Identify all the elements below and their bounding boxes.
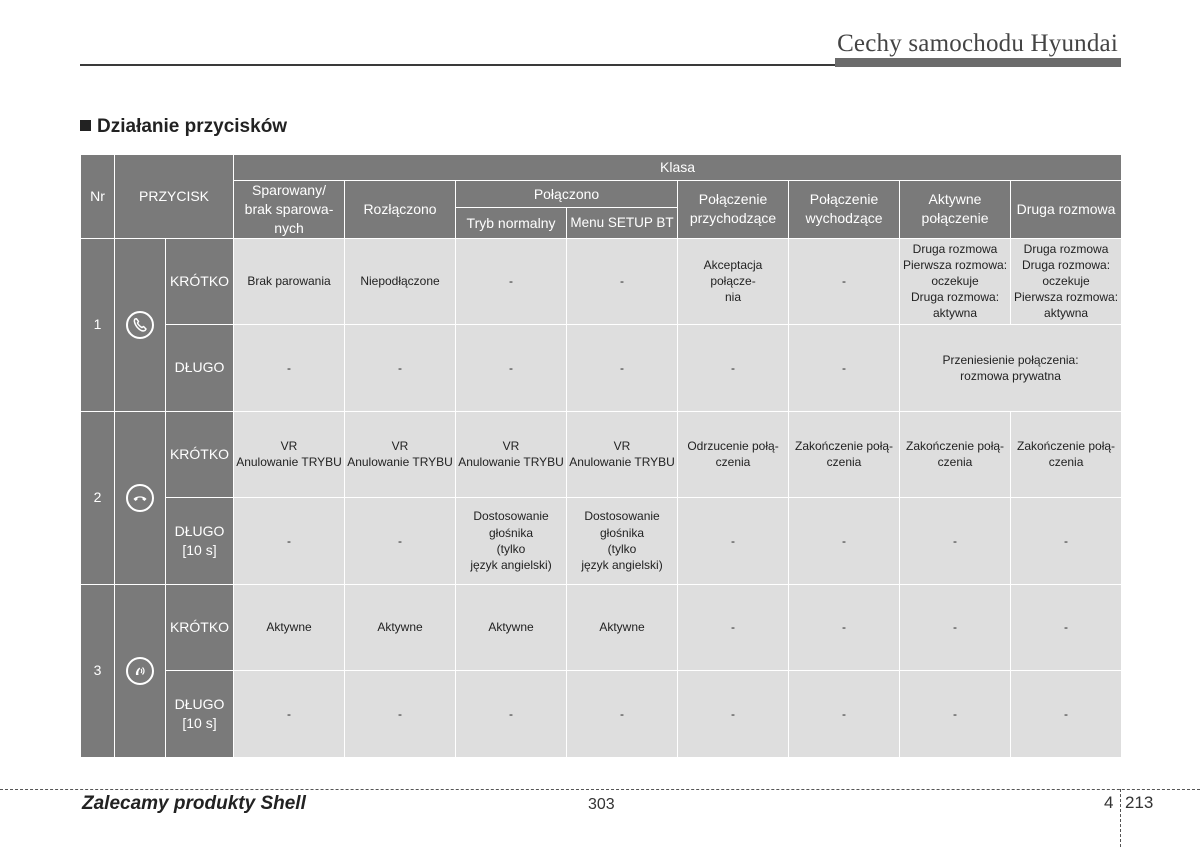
header-nr: Nr (80, 154, 115, 239)
table-cell: VR Anulowanie TRYBU (233, 410, 346, 498)
table-cell-merged: Przeniesienie połączenia: rozmowa prywat… (899, 323, 1123, 412)
table-cell: Druga rozmowa Druga rozmowa: oczekuje Pi… (1010, 237, 1123, 325)
table-cell: - (788, 669, 901, 759)
section-title: Działanie przycisków (80, 116, 287, 138)
table-cell: - (455, 323, 568, 412)
table-cell: - (566, 237, 679, 325)
press-type-long: DŁUGO [10 s] (164, 669, 235, 759)
press-type-short: KRÓTKO (164, 583, 235, 671)
table-cell: Odrzucenie połą- czenia (677, 410, 790, 498)
button-icon-cell (114, 237, 166, 412)
table-cell: Niepodłączone (344, 237, 457, 325)
table-cell: Zakończenie połą- czenia (899, 410, 1012, 498)
header-rule (80, 64, 1121, 66)
table-cell: - (455, 237, 568, 325)
table-cell: - (677, 496, 790, 585)
row-nr: 2 (80, 410, 115, 585)
press-type-long: DŁUGO [10 s] (164, 496, 235, 585)
header-normal-mode: Tryb normalny (455, 207, 568, 239)
header-accent-bar (835, 58, 1121, 67)
table-cell: Aktywne (455, 583, 568, 671)
table-cell: - (899, 669, 1012, 759)
page-header-title: Cechy samochodu Hyundai (837, 30, 1118, 57)
table-cell: - (233, 323, 346, 412)
table-cell: - (233, 669, 346, 759)
header-connected: Połączono (455, 179, 679, 209)
table-cell: - (788, 583, 901, 671)
table-cell: Akceptacja połącze- nia (677, 237, 790, 325)
table-cell: - (455, 669, 568, 759)
square-bullet-icon (80, 120, 91, 131)
table-cell: - (788, 323, 901, 412)
footer-page-number: 213 (1125, 793, 1154, 812)
press-type-short: KRÓTKO (164, 410, 235, 498)
press-type-short: KRÓTKO (164, 237, 235, 325)
table-cell: - (1010, 496, 1123, 585)
table-cell: - (344, 323, 457, 412)
table-cell: - (677, 669, 790, 759)
table-cell: - (566, 323, 679, 412)
table-cell: Zakończenie połą- czenia (1010, 410, 1123, 498)
header-outgoing: Połączenie wychodzące (788, 180, 901, 239)
table-cell: - (788, 496, 901, 585)
table-cell: - (344, 496, 457, 585)
footer-page-divider (1120, 789, 1121, 847)
voice-recognition-icon (126, 656, 154, 685)
table-cell: - (677, 323, 790, 412)
table-cell: - (233, 496, 346, 585)
table-cell: - (899, 496, 1012, 585)
table-cell: Aktywne (566, 583, 679, 671)
header-setup-menu: Menu SETUP BT (566, 207, 679, 239)
button-icon-cell (114, 410, 166, 585)
phone-end-icon (126, 483, 154, 512)
row-nr: 3 (80, 583, 115, 759)
press-type-long: DŁUGO (164, 323, 235, 412)
table-cell: Druga rozmowa Pierwsza rozmowa: oczekuje… (899, 237, 1012, 325)
table-cell: Zakończenie połą- czenia (788, 410, 901, 498)
table-cell: Aktywne (344, 583, 457, 671)
table-cell: Dostosowanie głośnika (tylko język angie… (566, 496, 679, 585)
table-cell: - (1010, 583, 1123, 671)
table-cell: - (677, 583, 790, 671)
table-cell: VR Anulowanie TRYBU (566, 410, 679, 498)
header-class: Klasa (233, 154, 1123, 181)
footer-chapter-number: 4 (1104, 793, 1114, 812)
header-second-call: Druga rozmowa (1010, 180, 1123, 239)
table-cell: - (788, 237, 901, 325)
table-cell: VR Anulowanie TRYBU (455, 410, 568, 498)
table-cell: Aktywne (233, 583, 346, 671)
header-incoming: Połączenie przychodzące (677, 180, 790, 239)
row-nr: 1 (80, 237, 115, 412)
table-cell: Brak parowania (233, 237, 346, 325)
button-icon-cell (114, 583, 166, 759)
section-title-text: Działanie przycisków (97, 116, 288, 137)
button-operation-table: Nr PRZYCISK Klasa Sparowany/ brak sparow… (80, 154, 1123, 759)
header-button: PRZYCISK (113, 154, 235, 239)
footer-divider (0, 789, 1200, 790)
phone-call-icon (126, 310, 154, 339)
footer-sheet-number: 303 (588, 796, 615, 813)
table-cell: - (566, 669, 679, 759)
table-cell: Dostosowanie głośnika (tylko język angie… (455, 496, 568, 585)
header-paired: Sparowany/ brak sparowa- nych (233, 180, 346, 239)
header-disconnected: Rozłączono (344, 180, 457, 239)
table-cell: VR Anulowanie TRYBU (344, 410, 457, 498)
table-cell: - (899, 583, 1012, 671)
table-cell: - (1010, 669, 1123, 759)
table-cell: - (344, 669, 457, 759)
header-active-call: Aktywne połączenie (899, 180, 1012, 239)
footer-slogan: Zalecamy produkty Shell (82, 793, 306, 814)
